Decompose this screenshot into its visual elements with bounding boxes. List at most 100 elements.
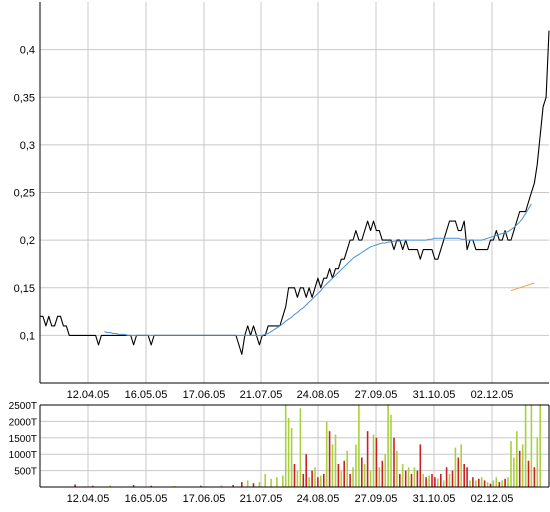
volume-bar	[396, 450, 398, 487]
volume-bar	[381, 460, 384, 487]
volume-x-tick-label: 02.12.05	[471, 493, 514, 505]
volume-bar	[469, 480, 471, 487]
volume-bar	[290, 428, 293, 487]
volume-bar	[425, 477, 427, 487]
volume-bar	[492, 480, 495, 487]
volume-bar	[480, 477, 483, 487]
price-y-tick-label: 0,4	[20, 45, 35, 57]
volume-bar	[445, 467, 448, 487]
volume-bar	[507, 477, 509, 487]
volume-bar	[422, 473, 424, 487]
volume-bar	[504, 478, 506, 487]
volume-bar	[361, 457, 363, 487]
price-y-axis-ticks: 0,1 0,15 0,2 0,25 0,3 0,35 0,4	[14, 45, 35, 343]
volume-bar	[457, 457, 460, 487]
volume-bar	[74, 484, 76, 487]
volume-bar	[521, 444, 524, 487]
volume-bar	[352, 467, 354, 487]
price-y-tick-label: 0,3	[20, 140, 35, 152]
price-y-tick-label: 0,2	[20, 235, 35, 247]
price-x-tick-label: 17.06.05	[183, 389, 226, 401]
volume-y-tick-label: 1500T	[9, 434, 37, 445]
volume-bar	[320, 475, 322, 487]
price-series-line-1	[104, 203, 532, 336]
volume-bar	[416, 470, 419, 487]
volume-bar	[372, 434, 375, 487]
volume-bar	[314, 467, 316, 487]
volume-bar	[323, 473, 325, 487]
volume-bar	[536, 437, 539, 487]
volume-bar	[460, 444, 462, 487]
volume-bar	[451, 470, 454, 487]
volume-bar	[466, 467, 468, 487]
volume-y-tick-label: 500T	[14, 467, 37, 478]
volume-bar	[325, 421, 328, 487]
volume-x-tick-label: 27.09.05	[355, 493, 398, 505]
volume-bar	[410, 473, 413, 487]
volume-bar	[393, 437, 395, 487]
volume-x-tick-label: 12.04.05	[67, 493, 110, 505]
volume-y-tick-label: 1000T	[9, 450, 37, 461]
volume-bar	[378, 467, 381, 487]
volume-bar	[434, 477, 436, 487]
volume-bar	[513, 457, 515, 487]
volume-bar	[200, 485, 202, 487]
volume-axes	[39, 404, 550, 488]
volume-bars	[74, 405, 541, 487]
price-x-tick-label: 21.07.05	[240, 389, 283, 401]
volume-bar	[413, 467, 416, 487]
volume-bar	[524, 405, 527, 487]
volume-bar	[486, 482, 489, 487]
volume-bar	[366, 431, 369, 487]
price-x-tick-label: 12.04.05	[67, 389, 110, 401]
volume-bar	[340, 470, 343, 487]
volume-bar	[363, 464, 366, 487]
price-y-tick-label: 0,35	[14, 92, 35, 104]
volume-x-tick-label: 31.10.05	[413, 493, 456, 505]
volume-bar	[463, 464, 465, 487]
volume-bar	[407, 467, 410, 487]
volume-bar	[109, 485, 111, 487]
volume-bar	[495, 477, 498, 487]
volume-panel: 500T 1000T 1500T 2000T 2500T 12.04.05 16.05.0…	[9, 401, 550, 505]
price-y-tick-label: 0,25	[14, 188, 35, 200]
volume-bar	[346, 450, 348, 487]
volume-bar	[264, 473, 266, 487]
volume-bar	[498, 482, 501, 487]
volume-bar	[483, 480, 486, 487]
volume-bar	[246, 480, 249, 487]
volume-bar	[454, 447, 457, 487]
volume-bar	[387, 405, 389, 487]
volume-y-axis-ticks: 500T 1000T 1500T 2000T 2500T	[9, 401, 37, 478]
volume-bar	[270, 478, 272, 487]
volume-bar	[337, 464, 340, 487]
volume-bar	[437, 478, 439, 487]
volume-bar	[489, 483, 492, 487]
volume-bar	[518, 450, 521, 487]
price-x-tick-label: 16.05.05	[125, 389, 168, 401]
volume-bar	[358, 405, 360, 487]
price-y-tick-label: 0,15	[14, 283, 35, 295]
volume-bar	[311, 470, 313, 487]
volume-bar	[533, 467, 536, 487]
volume-bar	[296, 470, 299, 487]
volume-bar	[428, 475, 430, 487]
volume-bar	[510, 441, 512, 487]
volume-x-tick-label: 21.07.05	[240, 493, 283, 505]
price-x-tick-label: 02.12.05	[471, 389, 514, 401]
price-x-tick-label: 24.08.05	[297, 389, 340, 401]
volume-bar	[516, 431, 518, 487]
volume-bar	[472, 477, 474, 487]
volume-bar	[276, 477, 278, 487]
volume-x-axis-ticks: 12.04.05 16.05.05 17.06.05 21.07.05 24.08.05…	[67, 493, 514, 505]
volume-bar	[232, 485, 234, 487]
price-axes	[39, 2, 549, 384]
price-series-line-2	[510, 282, 535, 292]
volume-bar	[401, 464, 404, 487]
volume-bar	[369, 470, 372, 487]
price-x-tick-label: 27.09.05	[355, 389, 398, 401]
volume-bar	[384, 454, 386, 487]
volume-bar	[220, 485, 223, 487]
volume-bar	[431, 473, 433, 487]
